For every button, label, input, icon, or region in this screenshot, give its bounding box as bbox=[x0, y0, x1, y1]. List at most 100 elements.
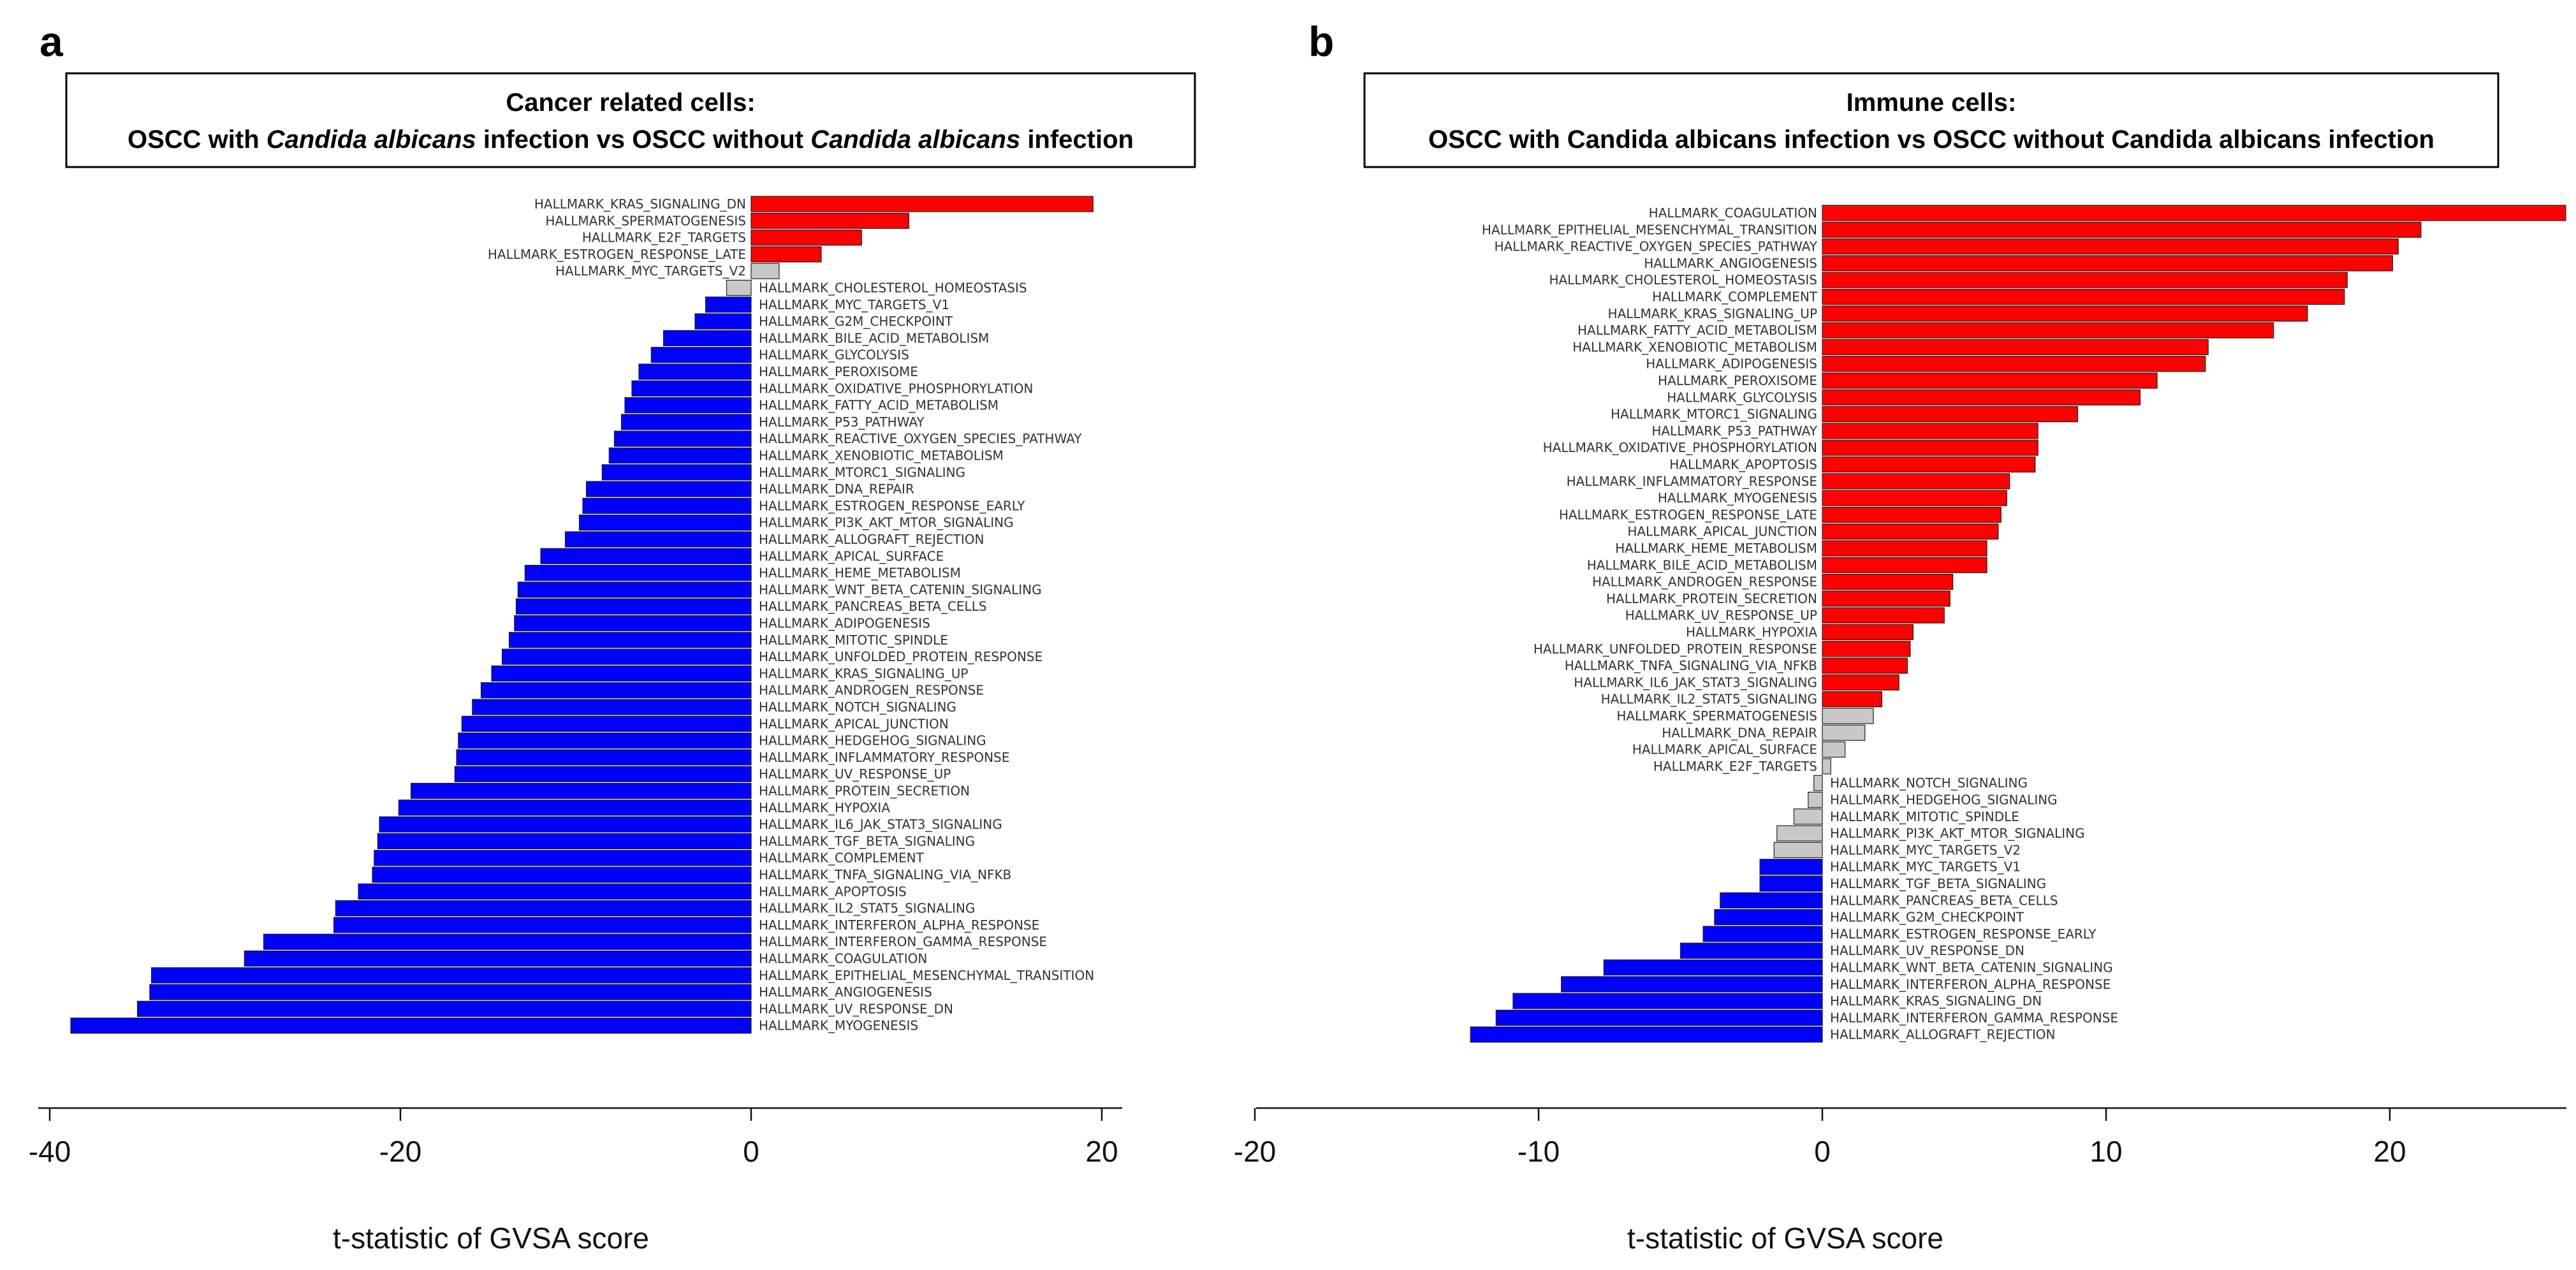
bar-inflammatory-response bbox=[1822, 473, 2010, 490]
bar-myc-targets-v1 bbox=[705, 296, 752, 313]
bar-complement bbox=[374, 850, 752, 866]
bar-unfolded-protein-response bbox=[1822, 641, 1911, 657]
bar-estrogen-response-late bbox=[1822, 506, 2002, 523]
bar-cholesterol-homeostasis bbox=[1822, 272, 2348, 288]
bar-label: HALLMARK_INFLAMMATORY_RESPONSE bbox=[759, 750, 1009, 765]
bar-tgf-beta-signaling bbox=[377, 833, 752, 850]
bar-label: HALLMARK_PROTEIN_SECRETION bbox=[1606, 591, 1817, 606]
bar-label: HALLMARK_INTERFERON_GAMMA_RESPONSE bbox=[759, 934, 1047, 949]
bar-label: HALLMARK_MYOGENESIS bbox=[1658, 490, 1817, 506]
title-segment: infection vs OSCC without bbox=[476, 126, 810, 154]
title-segment: OSCC with bbox=[128, 126, 267, 154]
bar-label: HALLMARK_TNFA_SIGNALING_VIA_NFKB bbox=[1565, 658, 1817, 673]
bar-apical-surface bbox=[1822, 741, 1846, 758]
bar-apical-surface bbox=[540, 548, 752, 564]
bar-il6-jak-stat3-signaling bbox=[1822, 674, 1899, 691]
bar-label: HALLMARK_DNA_REPAIR bbox=[1662, 725, 1817, 740]
bar-label: HALLMARK_IL6_JAK_STAT3_SIGNALING bbox=[759, 817, 1002, 832]
bar-label: HALLMARK_UV_RESPONSE_DN bbox=[759, 1001, 953, 1016]
bar-epithelial-mesenchymal-transition bbox=[150, 967, 752, 984]
bar-label: HALLMARK_EPITHELIAL_MESENCHYMAL_TRANSITI… bbox=[1482, 222, 1817, 237]
panel-a-bar-labels: HALLMARK_KRAS_SIGNALING_DNHALLMARK_SPERM… bbox=[488, 196, 1094, 1033]
bar-label: HALLMARK_CHOLESTEROL_HOMEOSTASIS bbox=[759, 281, 1027, 296]
bar-label: HALLMARK_IL2_STAT5_SIGNALING bbox=[1601, 692, 1817, 707]
bar-mitotic-spindle bbox=[1793, 808, 1823, 825]
bar-label: HALLMARK_PANCREAS_BETA_CELLS bbox=[759, 599, 987, 614]
bar-label: HALLMARK_COMPLEMENT bbox=[1652, 289, 1818, 305]
bar-label: HALLMARK_INTERFERON_ALPHA_RESPONSE bbox=[759, 917, 1039, 933]
bar-label: HALLMARK_COAGULATION bbox=[759, 951, 927, 967]
bar-label: HALLMARK_ESTROGEN_RESPONSE_EARLY bbox=[1830, 926, 2097, 942]
bar-label: HALLMARK_IL6_JAK_STAT3_SIGNALING bbox=[1574, 675, 1817, 690]
bar-label: HALLMARK_KRAS_SIGNALING_UP bbox=[1608, 306, 1817, 321]
x-tick-label: 20 bbox=[1085, 1135, 1118, 1168]
title-segment: OSCC with Candida albicans infection vs … bbox=[1428, 126, 2434, 154]
bar-label: HALLMARK_HEDGEHOG_SIGNALING bbox=[1830, 792, 2058, 808]
bar-apoptosis bbox=[358, 883, 752, 900]
bar-cholesterol-homeostasis bbox=[726, 279, 752, 296]
bar-bile-acid-metabolism bbox=[662, 330, 752, 347]
panel-b: b Immune cells: OSCC with Candida albica… bbox=[1234, 18, 2566, 1255]
bar-tnfa-signaling-via-nfkb bbox=[372, 866, 752, 883]
bar-label: HALLMARK_APOPTOSIS bbox=[1669, 457, 1817, 472]
bar-epithelial-mesenchymal-transition bbox=[1822, 221, 2422, 238]
bar-androgen-response bbox=[480, 682, 752, 699]
bar-label: HALLMARK_UV_RESPONSE_UP bbox=[759, 766, 951, 782]
bar-p53-pathway bbox=[620, 414, 752, 430]
bar-label: HALLMARK_FATTY_ACID_METABOLISM bbox=[1577, 323, 1817, 338]
bar-label: HALLMARK_ANGIOGENESIS bbox=[1644, 256, 1817, 271]
bar-label: HALLMARK_E2F_TARGETS bbox=[1653, 759, 1817, 774]
panel-b-title-box bbox=[1363, 72, 2499, 168]
panel-letter-a: a bbox=[40, 18, 64, 65]
bar-hedgehog-signaling bbox=[1808, 791, 1823, 808]
bar-wnt-beta-catenin-signaling bbox=[517, 581, 752, 598]
bar-label: HALLMARK_BILE_ACID_METABOLISM bbox=[1587, 557, 1817, 573]
bar-peroxisome bbox=[638, 363, 752, 380]
bar-angiogenesis bbox=[1822, 255, 2394, 272]
bar-apical-junction bbox=[1822, 523, 1999, 540]
bar-label: HALLMARK_ESTROGEN_RESPONSE_EARLY bbox=[759, 498, 1025, 513]
bar-label: HALLMARK_APICAL_JUNCTION bbox=[1627, 524, 1817, 539]
bar-label: HALLMARK_PI3K_AKT_MTOR_SIGNALING bbox=[759, 515, 1014, 530]
bar-protein-secretion bbox=[410, 782, 752, 799]
bar-tnfa-signaling-via-nfkb bbox=[1822, 657, 1908, 674]
bar-il2-stat5-signaling bbox=[335, 900, 752, 917]
bar-label: HALLMARK_KRAS_SIGNALING_DN bbox=[534, 196, 746, 212]
bar-label: HALLMARK_APICAL_SURFACE bbox=[759, 548, 944, 564]
bar-label: HALLMARK_ALLOGRAFT_REJECTION bbox=[1830, 1027, 2055, 1042]
title-segment: infection bbox=[1020, 126, 1134, 154]
bar-label: HALLMARK_HYPOXIA bbox=[1686, 625, 1817, 640]
bar-label: HALLMARK_ANDROGEN_RESPONSE bbox=[759, 683, 984, 698]
bar-label: HALLMARK_TGF_BETA_SIGNALING bbox=[759, 833, 975, 849]
bar-interferon-gamma-response bbox=[263, 933, 752, 950]
x-tick-label: -20 bbox=[1234, 1135, 1276, 1168]
bar-mtorc1-signaling bbox=[1822, 405, 2079, 423]
bar-label: HALLMARK_UV_RESPONSE_UP bbox=[1625, 608, 1817, 623]
bar-kras-signaling-up bbox=[491, 665, 752, 682]
bar-pancreas-beta-cells bbox=[515, 598, 752, 615]
bar-mitotic-spindle bbox=[508, 632, 752, 648]
bar-label: HALLMARK_ADIPOGENESIS bbox=[1646, 356, 1817, 372]
bar-label: HALLMARK_SPERMATOGENESIS bbox=[545, 213, 746, 228]
bar-label: HALLMARK_ADIPOGENESIS bbox=[759, 616, 930, 631]
bar-label: HALLMARK_PEROXISOME bbox=[759, 364, 918, 379]
bar-allograft-rejection bbox=[1470, 1026, 1823, 1043]
bar-label: HALLMARK_DNA_REPAIR bbox=[759, 481, 914, 497]
bar-glycolysis bbox=[1822, 389, 2141, 405]
bar-androgen-response bbox=[1822, 573, 1954, 590]
bar-il2-stat5-signaling bbox=[1822, 691, 1883, 708]
bar-spermatogenesis bbox=[750, 212, 910, 229]
bar-g2m-checkpoint bbox=[1714, 909, 1823, 926]
bar-adipogenesis bbox=[1822, 356, 2206, 372]
bar-myc-targets-v2 bbox=[750, 263, 780, 279]
bar-label: HALLMARK_KRAS_SIGNALING_DN bbox=[1830, 993, 2042, 1009]
panel-a-x-axis-title: t-statistic of GVSA score bbox=[333, 1222, 649, 1255]
bar-fatty-acid-metabolism bbox=[624, 397, 752, 414]
bar-label: HALLMARK_MTORC1_SIGNALING bbox=[759, 465, 965, 480]
bar-p53-pathway bbox=[1822, 423, 2038, 439]
bar-label: HALLMARK_MITOTIC_SPINDLE bbox=[759, 632, 948, 648]
bar-label: HALLMARK_PEROXISOME bbox=[1658, 373, 1817, 388]
panel-b-bar-labels: HALLMARK_COAGULATIONHALLMARK_EPITHELIAL_… bbox=[1482, 205, 2118, 1042]
bar-label: HALLMARK_FATTY_ACID_METABOLISM bbox=[759, 398, 999, 413]
bar-spermatogenesis bbox=[1822, 708, 1874, 724]
